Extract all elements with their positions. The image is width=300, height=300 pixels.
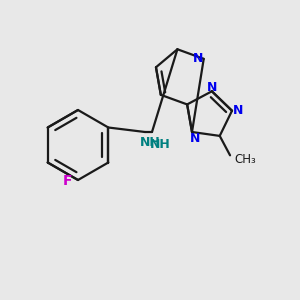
Text: N: N [190,131,200,145]
Text: NH: NH [140,136,160,148]
Text: CH₃: CH₃ [234,153,256,166]
Text: N: N [207,81,217,94]
Text: N: N [193,52,203,65]
Text: F: F [63,174,73,188]
Text: NH: NH [150,139,170,152]
Text: N: N [233,104,243,117]
